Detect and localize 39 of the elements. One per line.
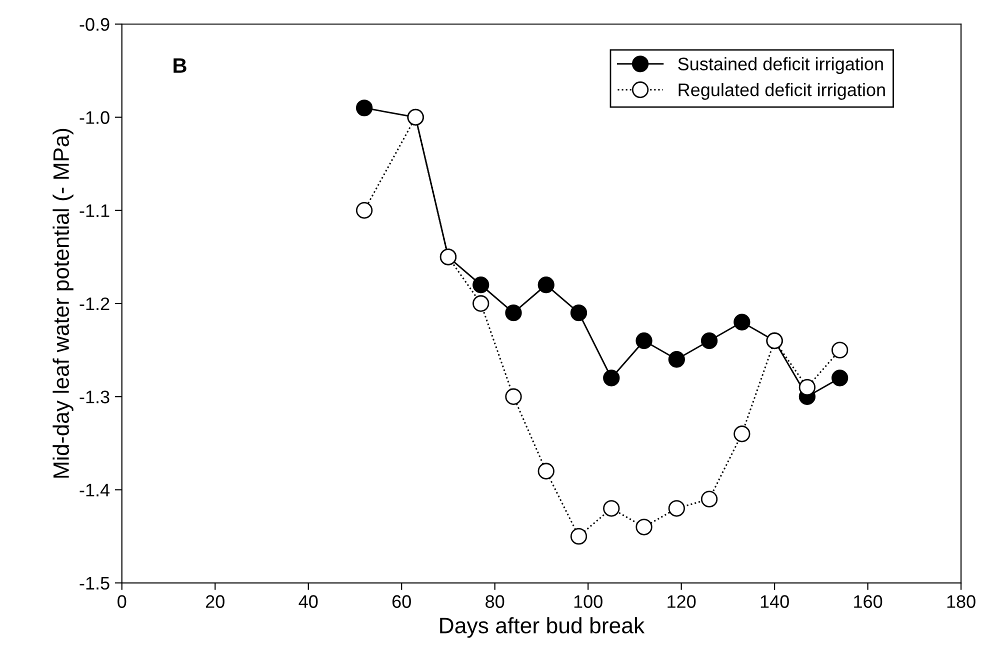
x-tick-label: 100 <box>574 595 602 608</box>
x-tick-label: 140 <box>760 595 789 608</box>
point <box>603 370 620 386</box>
point <box>472 276 490 294</box>
x-tick-label: 180 <box>947 595 976 608</box>
point <box>668 351 685 368</box>
point <box>538 276 554 294</box>
x-tick-label: 60 <box>392 595 411 608</box>
legend-label: Sustained deficit irrigation <box>678 57 883 74</box>
point <box>356 100 373 116</box>
y-tick-label: -1.4 <box>80 484 110 496</box>
x-tick-label: 40 <box>298 595 318 608</box>
y-axis-title: Mid-day leaf water potential (- MPa) <box>52 128 74 478</box>
point <box>472 295 490 312</box>
y-tick-label: -0.9 <box>80 18 110 31</box>
x-tick-label: 160 <box>854 595 882 608</box>
y-tick-label: -1.1 <box>80 204 110 217</box>
y-tick-label: -1.5 <box>80 577 110 590</box>
point <box>700 332 718 350</box>
point <box>734 426 750 442</box>
x-tick-label: 80 <box>486 595 504 608</box>
point <box>505 304 522 322</box>
x-tick-label: 0 <box>118 595 126 608</box>
y-tick-label: -1.2 <box>80 297 110 310</box>
x-tick-label: 120 <box>668 595 696 608</box>
x-tick-label: 20 <box>206 595 224 608</box>
annotation: B <box>174 58 186 73</box>
y-tick-label: -1.0 <box>80 111 110 124</box>
y-tick-label: -1.3 <box>80 390 110 404</box>
point <box>570 304 588 322</box>
point <box>636 332 652 350</box>
legend-label: Regulated deficit irrigation <box>678 82 885 100</box>
point <box>798 378 816 396</box>
point <box>734 314 750 330</box>
point <box>700 490 718 508</box>
point <box>603 500 620 517</box>
x-axis-title: Days after bud break <box>440 617 645 638</box>
point <box>668 500 685 517</box>
point <box>831 370 848 386</box>
